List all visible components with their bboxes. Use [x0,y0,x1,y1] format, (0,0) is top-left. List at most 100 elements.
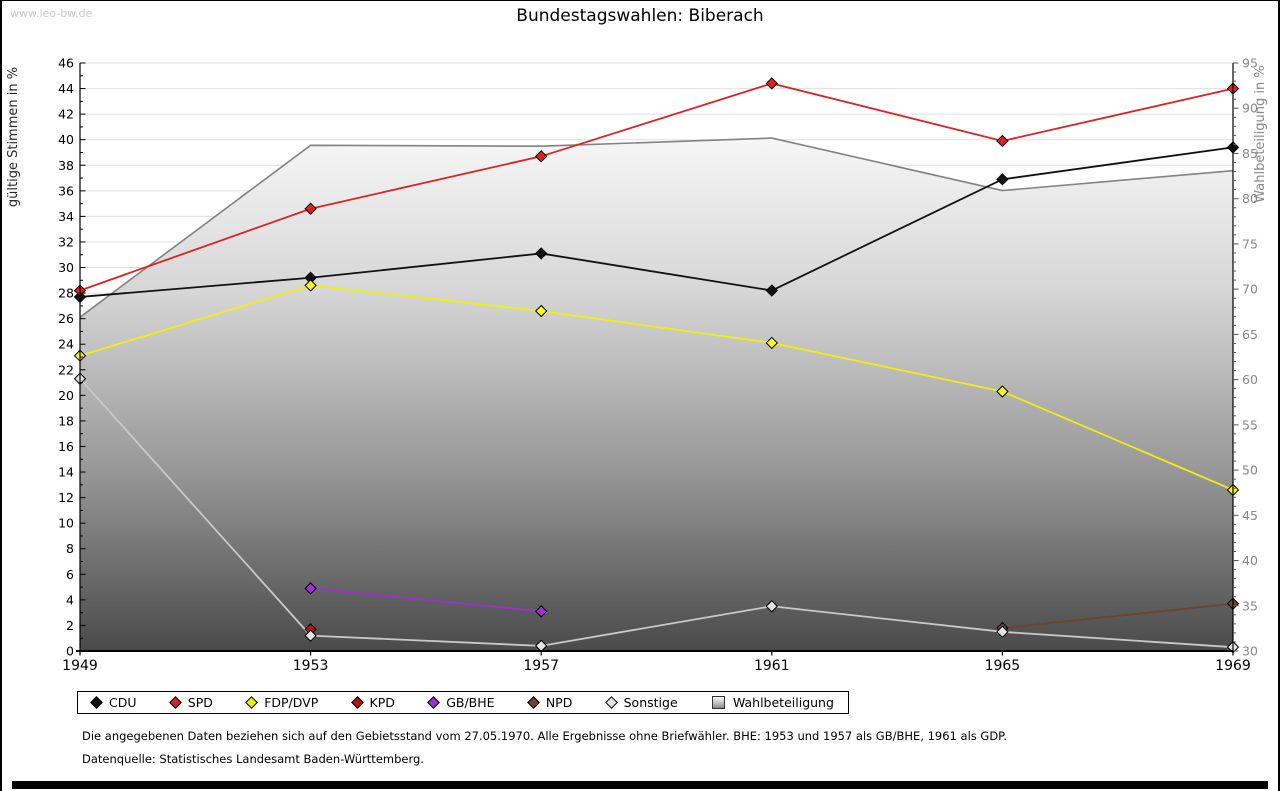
legend-item-gb-bhe: GB/BHE [427,695,495,710]
diamond-marker-icon [245,696,259,709]
legend-label: SPD [187,695,213,710]
legend-label: CDU [109,695,137,710]
marker-gb/bhe-1957 [534,605,548,618]
line-cdu [79,146,1234,298]
svg-text:28: 28 [58,286,74,301]
line-sonstige [79,378,1234,649]
x-label-1949: 1949 [62,658,98,674]
svg-text:95: 95 [1242,56,1258,71]
svg-text:90: 90 [1242,101,1258,116]
watermark: www.leo-bw.de [10,7,93,20]
svg-text:36: 36 [58,183,74,198]
x-label-1953: 1953 [293,658,329,674]
svg-text:35: 35 [1242,598,1258,613]
legend-item-npd: NPD [526,695,573,710]
marker-fdp/dvp-1965 [996,385,1009,398]
marker-sonstige-1953 [304,629,317,642]
legend-label: NPD [545,695,573,710]
marker-fdp/dvp-1953 [304,279,317,292]
diamond-marker-icon [90,696,103,709]
marker-cdu-1957 [534,247,548,260]
left-axis-title: gültige Stimmen in % [6,67,21,207]
marker-spd-1961 [765,77,779,90]
legend-label: KPD [369,695,395,710]
svg-text:38: 38 [58,158,74,173]
svg-text:50: 50 [1242,463,1258,478]
turnout-area [79,137,1234,652]
svg-text:2: 2 [66,618,74,633]
diamond-marker-icon [350,696,364,709]
svg-text:14: 14 [58,465,74,480]
legend-label: Wahlbeteiligung [732,695,834,710]
page-title: Bundestagswahlen: Biberach [516,6,764,26]
marker-spd-1953 [304,202,317,215]
x-label-1957: 1957 [523,658,559,674]
diamond-marker-icon [526,696,540,709]
legend-label: GB/BHE [446,695,495,710]
diamond-marker-icon [604,696,618,709]
footnote-datenquelle: Datenquelle: Statistisches Landesamt Bad… [82,752,424,766]
svg-text:4: 4 [66,592,74,607]
election-chart: 0246810121416182022242628303234363840424… [6,56,1268,675]
line-fdp/dvp [79,284,1234,491]
svg-text:20: 20 [58,388,74,403]
line-gb/bhe [310,587,542,613]
svg-text:70: 70 [1242,282,1258,297]
svg-text:22: 22 [58,362,74,377]
svg-text:44: 44 [58,81,74,96]
svg-text:30: 30 [1242,644,1258,659]
svg-text:45: 45 [1242,508,1258,523]
legend-item-spd: SPD [168,695,213,710]
svg-text:60: 60 [1242,372,1258,387]
svg-text:26: 26 [58,311,74,326]
svg-text:12: 12 [58,490,74,505]
legend-label: FDP/DVP [264,695,319,710]
svg-text:42: 42 [58,107,74,122]
svg-text:40: 40 [58,132,74,147]
marker-fdp/dvp-1957 [534,304,548,318]
svg-text:8: 8 [66,541,74,556]
legend-item-fdp-dvp: FDP/DVP [245,695,319,710]
x-label-1965: 1965 [985,658,1021,674]
marker-spd-1957 [534,150,548,163]
marker-cdu-1965 [996,173,1009,186]
axis-ticks-and-labels: 0246810121416182022242628303234363840424… [6,56,1268,675]
legend-label: Sonstige [623,695,678,710]
svg-text:16: 16 [58,439,74,454]
legend-item-sonstige: Sonstige [604,695,678,710]
svg-text:46: 46 [58,56,74,71]
legend-item-cdu: CDU [90,695,137,710]
series-lines [79,82,1234,649]
wahlbeteiligung-line [79,137,1234,318]
marker-sonstige-1965 [996,625,1009,639]
diamond-marker-icon [427,696,441,709]
svg-text:32: 32 [58,234,74,249]
marker-fdp/dvp-1961 [765,336,779,350]
wahlbeteiligung-area [80,138,1233,652]
x-label-1961: 1961 [754,658,790,674]
right-axis-title: Wahlbeteiligung in % [1253,65,1268,202]
legend-item-kpd: KPD [350,695,395,710]
line-spd [79,82,1234,292]
marker-sonstige-1961 [765,600,779,613]
square-marker-icon [711,696,725,709]
svg-text:34: 34 [58,209,74,224]
svg-text:75: 75 [1242,236,1258,251]
x-label-1969: 1969 [1215,658,1251,674]
svg-text:30: 30 [58,260,74,275]
svg-text:10: 10 [58,516,74,531]
svg-text:65: 65 [1242,327,1258,342]
svg-text:0: 0 [66,644,74,659]
chart-legend: CDU SPD FDP/DVP KPD GB/BHE NPD Sonstige Wahlbet… [77,691,849,714]
svg-text:18: 18 [58,413,74,428]
svg-text:40: 40 [1242,553,1258,568]
svg-text:6: 6 [66,567,74,582]
legend-item-wahlbeteiligung: Wahlbeteiligung [711,695,834,710]
svg-text:24: 24 [58,337,74,352]
marker-cdu-1961 [765,284,779,297]
marker-spd-1965 [996,134,1009,148]
footnote-gebietsstand: Die angegebenen Daten beziehen sich auf … [82,729,1007,743]
svg-text:80: 80 [1242,191,1258,206]
marker-gb/bhe-1953 [304,582,317,595]
